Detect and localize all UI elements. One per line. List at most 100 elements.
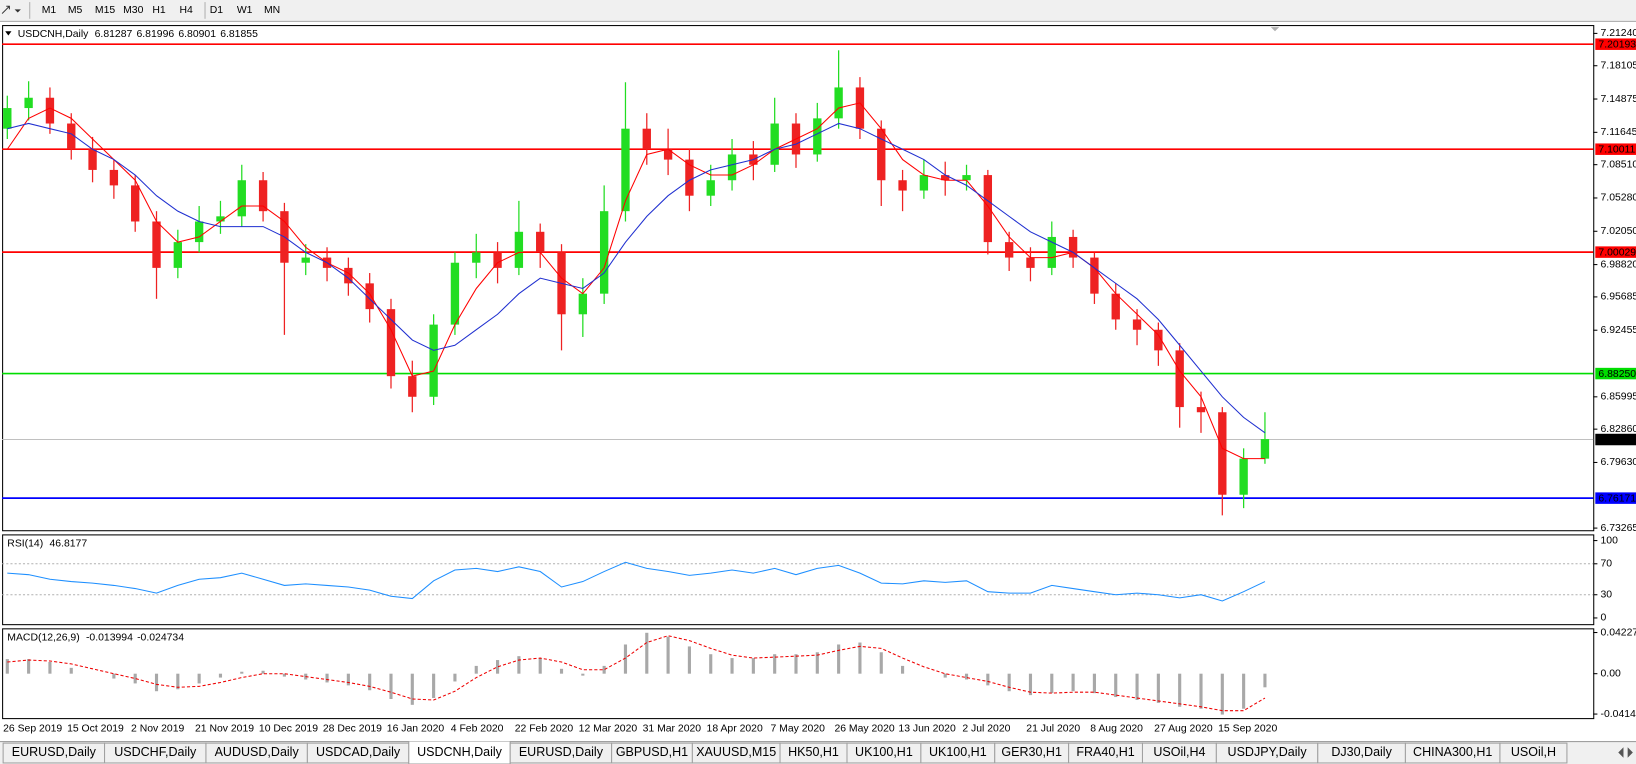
level-label-box <box>1595 143 1636 155</box>
timeframe-label: D1 <box>210 5 224 16</box>
tab[interactable]: DJ30,Daily <box>1317 742 1406 764</box>
tab[interactable]: FRA40,H1 <box>1068 742 1144 764</box>
indicator-value: -0.024734 <box>137 632 184 643</box>
tab[interactable]: GBPUSD,H1 <box>611 742 693 764</box>
candle-body <box>1196 407 1206 413</box>
level-label: 7.10011 <box>1598 144 1635 155</box>
candle-body <box>365 283 374 310</box>
candle-body <box>1026 257 1035 268</box>
level-label: 6.81855 <box>1598 435 1636 446</box>
candle-body <box>152 221 161 268</box>
candle-body <box>877 128 886 181</box>
tab[interactable]: USDCNH,Daily <box>408 741 511 764</box>
y-tick-label: 0 <box>1601 613 1607 624</box>
tab[interactable]: HK50,H1 <box>779 742 848 764</box>
tab[interactable]: USDCAD,Daily <box>306 742 410 764</box>
timeframe-button[interactable]: M30 <box>123 5 143 16</box>
timeframe-button[interactable]: W1 <box>237 5 253 16</box>
timeframe-button[interactable]: M5 <box>68 5 83 16</box>
timeframe-button[interactable]: H1 <box>152 5 166 16</box>
toolbar <box>0 0 1636 21</box>
timeframe-label: M1 <box>42 5 57 16</box>
candle-body <box>1239 458 1248 495</box>
candle-body <box>1004 242 1014 258</box>
arrow-icon <box>1 5 10 14</box>
y-tick-label: 7.05280 <box>1601 193 1636 204</box>
tab[interactable]: CHINA300,H1 <box>1404 742 1501 764</box>
timeframe-button[interactable]: D1 <box>210 5 224 16</box>
candle-body <box>3 108 12 129</box>
tab-label: XAUUSD,M15 <box>696 745 776 759</box>
candle-body <box>301 257 310 263</box>
y-tick-label: 6.73265 <box>1601 523 1636 534</box>
x-tick-label: 28 Dec 2019 <box>323 723 382 734</box>
indicator-title: USDCNH,Daily <box>18 29 89 40</box>
timeframe-button[interactable]: H4 <box>179 5 193 16</box>
level-label: 7.00029 <box>1598 247 1636 258</box>
tab[interactable]: GER30,H1 <box>994 742 1070 764</box>
timeframe-button[interactable]: M1 <box>42 5 57 16</box>
candle-body <box>109 169 119 186</box>
tab-label: USDCAD,Daily <box>316 745 401 759</box>
candle-body <box>621 128 630 212</box>
tab[interactable]: AUDUSD,Daily <box>205 742 308 764</box>
candle-body <box>941 175 950 181</box>
timeframe-label: MN <box>264 5 280 16</box>
candle-body <box>237 180 246 217</box>
tab-scroll-arrows[interactable] <box>1618 747 1633 758</box>
tabs: EURUSD,Daily USDCHF,Daily AUDUSD,Daily USDC… <box>2 741 1568 764</box>
x-tick-label: 2 Nov 2019 <box>131 723 185 734</box>
tab[interactable]: USOil,H <box>1499 742 1568 764</box>
indicator-value: 6.80901 <box>178 29 216 40</box>
candle-body <box>919 175 929 191</box>
level-label: 7.20193 <box>1598 39 1636 50</box>
candle-body <box>1111 293 1120 320</box>
candle-body <box>642 128 651 150</box>
candle-body <box>344 267 353 284</box>
candle-body <box>258 180 268 212</box>
y-tick-label: 7.08510 <box>1601 159 1636 170</box>
candle-body <box>685 159 694 196</box>
y-tick-label: 6.92455 <box>1601 325 1636 336</box>
tab[interactable]: EURUSD,Daily <box>2 742 106 764</box>
candle-body <box>450 262 460 325</box>
candle-body <box>1132 319 1142 330</box>
tab-label: USDCNH,Daily <box>417 745 503 759</box>
level-label-box <box>1595 246 1636 258</box>
timeframe-label: H1 <box>152 5 166 16</box>
timeframe-button[interactable]: MN <box>264 5 280 16</box>
candle-body <box>898 180 907 191</box>
x-tick-label: 4 Feb 2020 <box>451 723 504 734</box>
tab-label: DJ30,Daily <box>1331 745 1392 759</box>
candle-body <box>536 231 545 253</box>
tab[interactable]: USDCHF,Daily <box>104 742 207 764</box>
y-tick-label: 7.02050 <box>1601 226 1636 237</box>
tab-label: UK100,H1 <box>929 745 987 759</box>
tab[interactable]: USOil,H4 <box>1141 742 1217 764</box>
candle-body <box>131 185 140 222</box>
timeframe-button[interactable]: M15 <box>95 5 115 16</box>
candle-body <box>727 154 737 181</box>
candle-body <box>408 376 417 397</box>
tab[interactable]: USDJPY,Daily <box>1215 742 1319 764</box>
toolbar-tool-icon[interactable] <box>1 5 21 14</box>
level-label-box <box>1595 367 1636 380</box>
candle-body <box>1175 350 1184 408</box>
candle-body <box>1047 236 1056 268</box>
y-tick-label: 70 <box>1601 559 1613 570</box>
y-tick-label: 6.98820 <box>1601 259 1636 270</box>
x-tick-label: 2 Jul 2020 <box>962 723 1010 734</box>
timeframe-label: M30 <box>123 5 143 16</box>
timeframe-label: M15 <box>95 5 115 16</box>
tab[interactable]: UK100,H1 <box>920 742 996 764</box>
x-tick-label: 15 Oct 2019 <box>67 723 124 734</box>
candle-body <box>67 123 76 150</box>
tab[interactable]: UK100,H1 <box>846 742 922 764</box>
tab[interactable]: EURUSD,Daily <box>509 742 613 764</box>
x-tick-label: 10 Dec 2019 <box>259 723 318 734</box>
y-tick-label: 6.79630 <box>1601 457 1636 468</box>
moving-average <box>7 122 1266 434</box>
y-tick-label: -0.04148 <box>1601 709 1636 720</box>
x-tick-label: 27 Aug 2020 <box>1154 723 1213 734</box>
tab[interactable]: XAUUSD,M15 <box>691 742 781 764</box>
